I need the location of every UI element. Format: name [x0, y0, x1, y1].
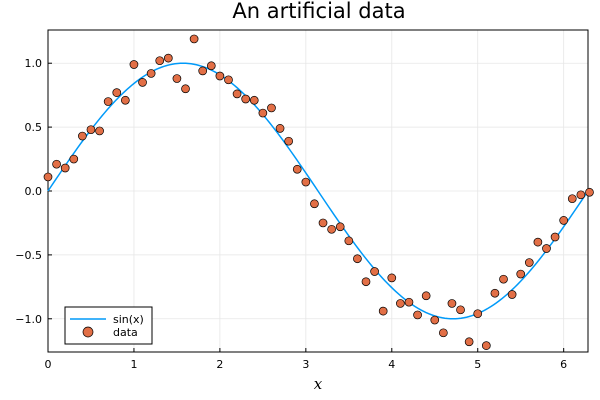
data-point: [559, 216, 569, 225]
data-point: [576, 190, 586, 200]
data-point: [370, 267, 379, 276]
data-point: [396, 299, 405, 308]
data-point: [189, 34, 199, 44]
data-point: [344, 236, 354, 246]
data-point: [301, 177, 311, 187]
data-point: [481, 341, 491, 350]
x-tick-label: 5: [474, 358, 481, 371]
legend-label-data: data: [113, 326, 138, 339]
data-point: [456, 305, 465, 315]
data-point: [181, 84, 190, 94]
data-point: [275, 124, 285, 133]
legend-box: [64, 306, 153, 345]
data-point: [421, 291, 431, 301]
x-tick-label: 1: [130, 358, 137, 371]
data-point: [232, 89, 242, 99]
data-point: [567, 194, 577, 204]
data-point: [86, 125, 96, 135]
data-point: [404, 297, 414, 307]
chart-title: An artificial data: [232, 0, 405, 23]
series-sin-line: [47, 62, 589, 320]
y-tick-label: 0.0: [25, 185, 43, 198]
data-point: [103, 97, 113, 106]
data-point: [292, 164, 302, 174]
legend-label-sin: sin(x): [113, 313, 144, 326]
data-point: [473, 309, 483, 319]
data-point: [146, 69, 156, 78]
data-point: [490, 288, 500, 298]
data-point: [284, 136, 293, 146]
data-point: [267, 103, 276, 113]
y-tick-label: 0.5: [25, 121, 43, 134]
x-axis-ticks: 0 1 2 3 4 5 6: [45, 348, 567, 371]
y-tick-label: −1.0: [15, 313, 42, 326]
data-point: [163, 53, 173, 63]
data-point: [516, 269, 526, 279]
x-tick-label: 6: [560, 358, 567, 371]
data-point: [95, 126, 104, 136]
plot-area: [43, 34, 594, 350]
data-point: [327, 224, 336, 234]
y-axis-ticks: −1.0 −0.5 0.0 0.5 1.0: [15, 57, 52, 326]
data-point: [138, 78, 147, 87]
data-point: [310, 199, 319, 209]
data-point: [499, 274, 508, 284]
data-point: [206, 61, 216, 71]
data-point: [258, 108, 268, 118]
data-point: [361, 277, 371, 287]
data-point: [249, 95, 259, 105]
data-point: [78, 131, 87, 141]
x-tick-label: 0: [45, 358, 52, 371]
data-point: [172, 74, 182, 83]
data-point: [507, 290, 517, 299]
data-point: [378, 306, 388, 316]
data-point: [542, 244, 551, 253]
y-tick-label: −0.5: [15, 249, 42, 262]
data-point: [129, 60, 139, 69]
data-point: [533, 237, 543, 247]
data-point: [413, 310, 422, 320]
y-tick-label: 1.0: [25, 57, 43, 70]
data-point: [215, 71, 225, 81]
data-point: [121, 95, 130, 105]
data-point: [43, 172, 53, 182]
data-point: [387, 273, 397, 283]
x-axis-label: x: [314, 375, 323, 393]
legend: sin(x) data: [64, 306, 153, 345]
data-point: [198, 66, 208, 76]
data-point: [52, 159, 61, 169]
data-point: [335, 222, 345, 232]
data-point: [464, 337, 474, 347]
data-point: [447, 299, 457, 308]
data-point: [585, 187, 594, 197]
legend-marker-swatch: [82, 326, 94, 338]
data-point: [524, 258, 534, 267]
data-point: [353, 254, 362, 264]
x-tick-label: 3: [302, 358, 309, 371]
data-point: [550, 232, 560, 242]
x-tick-label: 2: [216, 358, 223, 371]
data-point: [318, 218, 328, 228]
data-point: [241, 94, 251, 104]
data-point: [60, 163, 70, 173]
data-point: [430, 315, 440, 325]
data-point: [155, 56, 165, 66]
data-point: [224, 75, 233, 85]
x-tick-label: 4: [388, 358, 395, 371]
data-point: [69, 154, 79, 164]
data-point: [112, 88, 122, 97]
data-point: [439, 328, 448, 338]
